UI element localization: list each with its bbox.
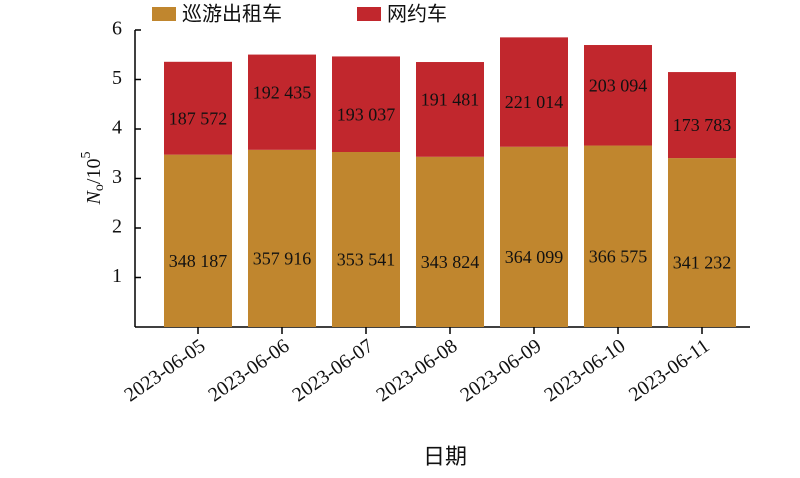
bar-segment xyxy=(584,45,652,146)
x-tick-label: 2023-06-05 xyxy=(120,335,209,407)
legend-label: 巡游出租车 xyxy=(182,2,282,26)
value-label: 187 572 xyxy=(169,108,228,128)
bar-segment xyxy=(332,56,400,152)
legend-swatch xyxy=(357,7,381,21)
bar-segment xyxy=(248,54,316,150)
bar-segment xyxy=(164,61,232,155)
x-axis-label: 日期 xyxy=(423,445,467,470)
legend-swatch xyxy=(152,7,176,21)
y-label-sup: 5 xyxy=(79,152,94,159)
bar-segment xyxy=(416,156,484,327)
bar-segment xyxy=(332,151,400,327)
value-label: 341 232 xyxy=(673,253,732,273)
x-tick-label: 2023-06-07 xyxy=(288,335,377,407)
y-label-sub: o xyxy=(92,184,107,191)
x-tick-label: 2023-06-06 xyxy=(204,335,293,407)
value-label: 366 575 xyxy=(589,246,648,266)
legend-label: 网约车 xyxy=(387,2,447,26)
value-label: 353 541 xyxy=(337,250,396,270)
y-label-rest: /10 xyxy=(83,159,105,185)
bar-segment xyxy=(500,146,568,327)
bar-segment xyxy=(500,37,568,147)
bar-segment xyxy=(668,72,736,159)
x-tick-label: 2023-06-10 xyxy=(540,335,629,407)
value-label: 173 783 xyxy=(673,115,732,135)
value-label: 203 094 xyxy=(589,75,648,95)
value-label: 221 014 xyxy=(505,92,564,112)
y-axis-label: No/105 xyxy=(79,152,107,206)
value-label: 192 435 xyxy=(253,82,312,102)
bar-segment xyxy=(668,158,736,327)
x-tick-label: 2023-06-09 xyxy=(456,335,545,407)
value-label: 191 481 xyxy=(421,90,480,110)
value-label: 343 824 xyxy=(421,252,480,272)
y-label-symbol: N xyxy=(83,189,105,205)
y-tick-label: 5 xyxy=(112,67,122,89)
bar-segment xyxy=(164,154,232,327)
y-tick-label: 6 xyxy=(112,18,122,40)
x-tick-label: 2023-06-11 xyxy=(625,335,713,406)
bar-segment xyxy=(416,62,484,157)
y-tick-label: 3 xyxy=(112,166,122,188)
bar-segment xyxy=(584,145,652,327)
value-label: 193 037 xyxy=(337,104,396,124)
value-label: 364 099 xyxy=(505,247,564,267)
x-tick-label: 2023-06-08 xyxy=(372,335,461,407)
value-label: 357 916 xyxy=(253,249,312,269)
y-tick-label: 4 xyxy=(112,117,122,139)
bar-segment xyxy=(248,149,316,327)
y-tick-label: 1 xyxy=(112,265,122,287)
value-label: 348 187 xyxy=(169,251,228,271)
y-tick-label: 2 xyxy=(112,216,122,238)
